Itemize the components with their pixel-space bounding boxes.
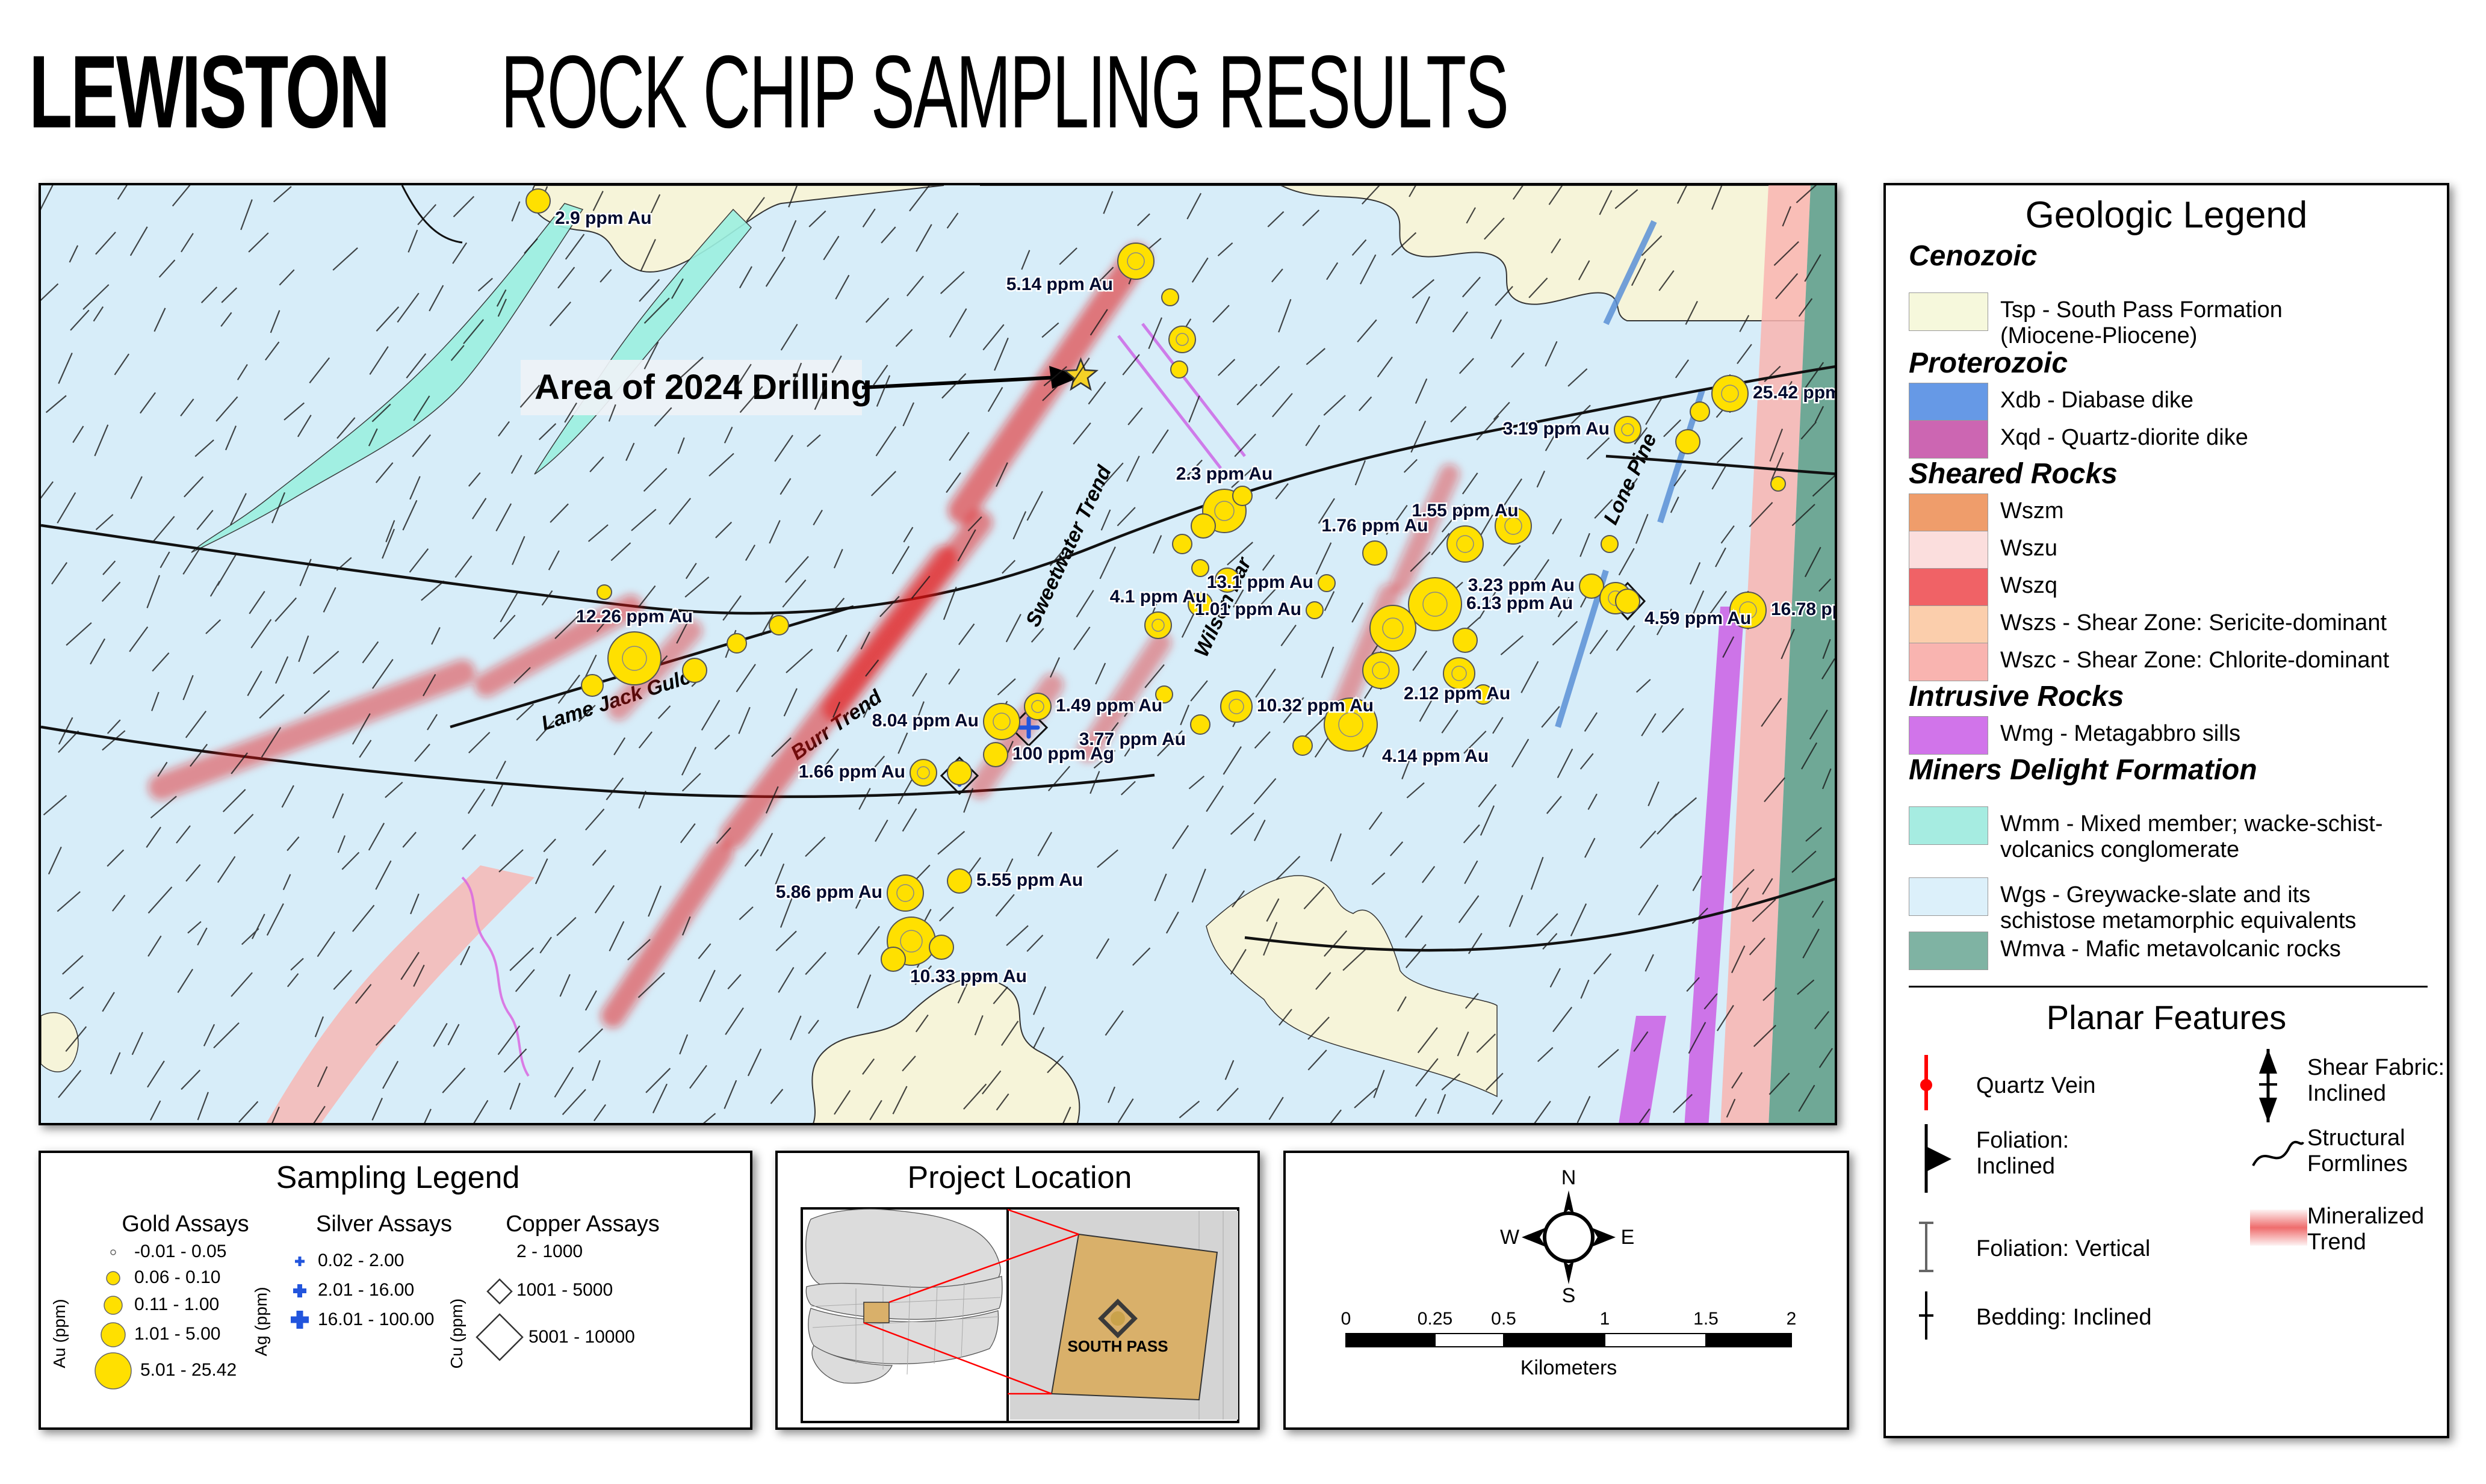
svg-text:4.1 ppm Au: 4.1 ppm Au (1110, 587, 1207, 607)
svg-text:0.11 - 1.00: 0.11 - 1.00 (134, 1294, 219, 1314)
svg-text:5001 - 10000: 5001 - 10000 (529, 1327, 635, 1347)
svg-text:Kilometers: Kilometers (1520, 1356, 1617, 1379)
svg-text:12.26 ppm Au: 12.26 ppm Au (576, 607, 693, 626)
svg-text:2.9 ppm Au: 2.9 ppm Au (555, 208, 652, 228)
svg-text:SOUTH PASS: SOUTH PASS (1067, 1337, 1168, 1355)
svg-text:100 ppm Ag: 100 ppm Ag (1012, 744, 1114, 764)
svg-text:16.78 ppm Au: 16.78 ppm Au (1771, 599, 1837, 619)
svg-text:5.55 ppm Au: 5.55 ppm Au (976, 870, 1083, 890)
svg-text:1.01 ppm Au: 1.01 ppm Au (1195, 599, 1301, 619)
svg-text:10.33 ppm Au: 10.33 ppm Au (910, 966, 1027, 986)
svg-text:N: N (1561, 1166, 1576, 1189)
svg-text:W: W (1500, 1226, 1519, 1249)
svg-text:6.13 ppm Au: 6.13 ppm Au (1466, 593, 1573, 613)
svg-text:S: S (1562, 1284, 1576, 1307)
svg-text:1.5: 1.5 (1693, 1309, 1719, 1329)
svg-text:4.59 ppm Au: 4.59 ppm Au (1644, 608, 1751, 628)
svg-text:10.32 ppm Au: 10.32 ppm Au (1257, 696, 1374, 716)
svg-text:Gold Assays: Gold Assays (122, 1211, 249, 1237)
svg-text:2 - 1000: 2 - 1000 (516, 1241, 583, 1261)
svg-text:E: E (1621, 1226, 1635, 1249)
svg-text:2.3 ppm Au: 2.3 ppm Au (1176, 464, 1273, 484)
svg-text:0: 0 (1341, 1309, 1351, 1329)
svg-text:0.25: 0.25 (1418, 1309, 1452, 1329)
svg-text:25.42 ppm Au: 25.42 ppm Au (1753, 383, 1837, 403)
svg-text:Area of 2024 Drilling: Area of 2024 Drilling (535, 368, 872, 407)
svg-text:1.66 ppm Au: 1.66 ppm Au (799, 762, 905, 782)
svg-text:5.14 ppm Au: 5.14 ppm Au (1006, 274, 1113, 294)
svg-text:5.01 - 25.42: 5.01 - 25.42 (140, 1360, 237, 1380)
svg-text:1.55 ppm Au: 1.55 ppm Au (1412, 501, 1518, 521)
svg-text:Sampling Legend: Sampling Legend (276, 1160, 520, 1195)
svg-text:0.02 - 2.00: 0.02 - 2.00 (318, 1251, 404, 1270)
svg-text:1001 - 5000: 1001 - 5000 (516, 1280, 613, 1300)
svg-text:3.23 ppm Au: 3.23 ppm Au (1468, 575, 1575, 595)
svg-text:-0.01 - 0.05: -0.01 - 0.05 (134, 1241, 226, 1261)
svg-text:Au (ppm): Au (ppm) (50, 1299, 69, 1368)
svg-text:1.49 ppm Au: 1.49 ppm Au (1056, 696, 1162, 716)
svg-text:Ag (ppm): Ag (ppm) (252, 1287, 270, 1356)
svg-text:8.04 ppm Au: 8.04 ppm Au (872, 711, 979, 731)
svg-text:0.5: 0.5 (1491, 1309, 1516, 1329)
svg-text:16.01 - 100.00: 16.01 - 100.00 (318, 1309, 435, 1329)
svg-text:0.06 - 0.10: 0.06 - 0.10 (134, 1267, 220, 1287)
svg-text:Cu (ppm): Cu (ppm) (447, 1299, 466, 1369)
svg-text:1.01 - 5.00: 1.01 - 5.00 (134, 1324, 220, 1344)
svg-text:4.14 ppm Au: 4.14 ppm Au (1382, 746, 1489, 766)
svg-text:5.86 ppm Au: 5.86 ppm Au (776, 882, 882, 902)
svg-text:1: 1 (1600, 1309, 1610, 1329)
svg-text:Copper Assays: Copper Assays (506, 1211, 660, 1237)
svg-text:Project Location: Project Location (908, 1160, 1132, 1195)
svg-text:Silver Assays: Silver Assays (316, 1211, 452, 1237)
svg-text:2.01 - 16.00: 2.01 - 16.00 (318, 1280, 414, 1300)
svg-text:2: 2 (1787, 1309, 1797, 1329)
svg-text:2.12 ppm Au: 2.12 ppm Au (1404, 684, 1510, 703)
svg-text:13.1 ppm Au: 13.1 ppm Au (1207, 572, 1313, 592)
svg-text:3.19 ppm Au: 3.19 ppm Au (1503, 419, 1610, 439)
